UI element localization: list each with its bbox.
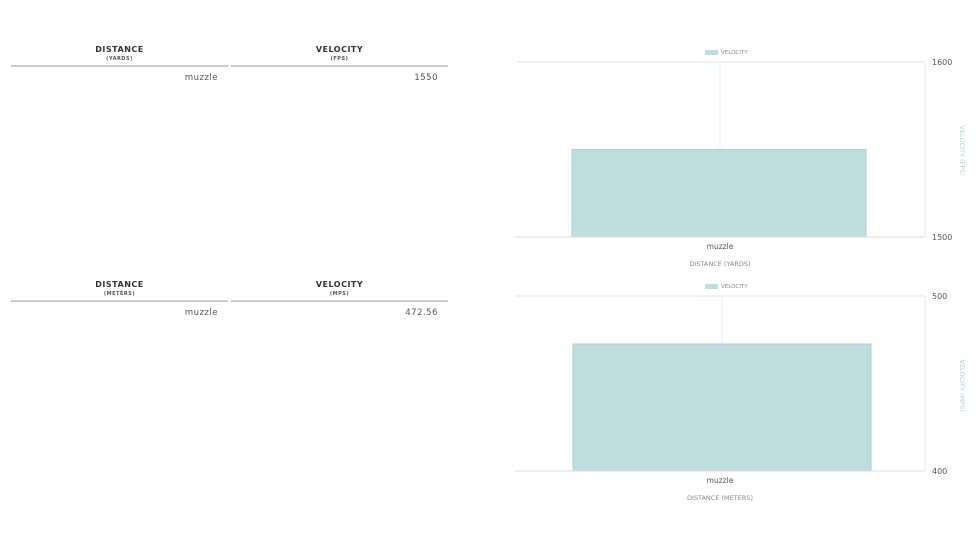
y-tick-label: 400 xyxy=(932,467,947,476)
cell: 1550 xyxy=(414,73,438,83)
legend-label: VELOCITY xyxy=(721,50,748,56)
cell: 472.56 xyxy=(405,308,438,318)
x-axis-title: DISTANCE (YARDS) xyxy=(689,260,750,268)
y-axis-title: VELOCITY (FPS) xyxy=(958,126,966,176)
y-tick-label: 500 xyxy=(932,292,947,301)
x-axis-title: DISTANCE (METERS) xyxy=(687,494,753,502)
y-axis-title: VELOCITY (MPS) xyxy=(958,360,966,412)
x-tick-label: muzzle xyxy=(707,476,734,485)
legend-swatch xyxy=(705,50,718,55)
header-title: VELOCITY xyxy=(315,280,364,289)
header-unit: (METERS) xyxy=(103,291,136,297)
cell: muzzle xyxy=(184,308,218,318)
header-distance: DISTANCE (METERS) xyxy=(11,280,228,302)
header-unit: (FPS) xyxy=(330,56,349,62)
y-tick-label: 1500 xyxy=(932,233,952,242)
bar xyxy=(571,149,867,238)
legend-label: VELOCITY xyxy=(721,284,748,290)
y-tick-label: 1600 xyxy=(932,58,952,67)
header-distance: DISTANCE (YARDS) xyxy=(11,45,228,67)
header-title: DISTANCE xyxy=(95,45,144,54)
x-tick-label: muzzle xyxy=(707,242,734,251)
table-row: muzzle 472.56 xyxy=(11,302,448,318)
header-unit: (MPS) xyxy=(329,291,350,297)
header-title: VELOCITY xyxy=(315,45,364,54)
header-velocity: VELOCITY (FPS) xyxy=(231,45,448,67)
table-meters: DISTANCE (METERS) VELOCITY (MPS) muzzle 472… xyxy=(11,280,448,318)
cell: muzzle xyxy=(184,73,218,83)
table-yards: DISTANCE (YARDS) VELOCITY (FPS) muzzle 1550 xyxy=(11,45,448,83)
header-velocity: VELOCITY (MPS) xyxy=(231,280,448,302)
legend-swatch xyxy=(705,284,718,289)
header-title: DISTANCE xyxy=(95,280,144,289)
header-unit: (YARDS) xyxy=(106,56,133,62)
bar xyxy=(572,343,872,472)
table-row: muzzle 1550 xyxy=(11,67,448,83)
